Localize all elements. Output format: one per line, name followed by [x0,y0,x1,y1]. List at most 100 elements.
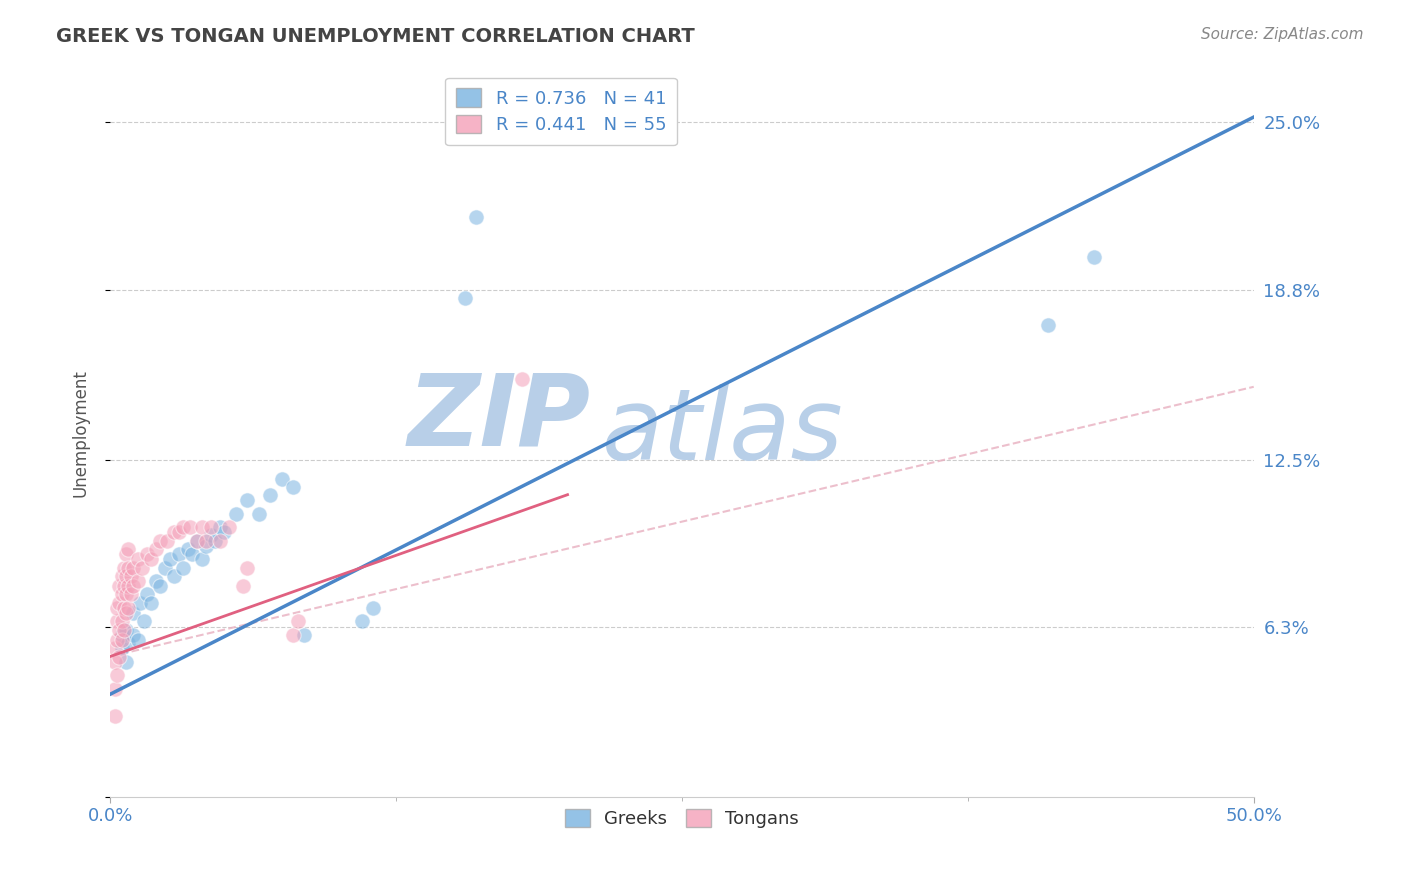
Point [232,579,254,593]
Point [117,636,139,650]
Point [117,541,139,556]
Point [127,633,149,648]
Point [200,528,222,542]
Point [149,579,172,593]
Point [510,372,533,386]
Text: ZIP: ZIP [408,369,591,467]
Point [108,596,131,610]
Point [172,560,194,574]
Point [117,601,139,615]
Point [108,623,131,637]
Point [127,574,149,588]
Point [218,520,240,534]
Point [115,655,138,669]
Point [117,560,139,574]
Point [134,615,156,629]
Point [141,596,163,610]
Point [110,568,132,582]
Point [105,601,128,615]
Point [294,628,316,642]
Point [108,649,131,664]
Point [159,552,181,566]
Point [110,628,132,642]
Point [108,579,131,593]
Point [127,552,149,566]
Point [247,507,270,521]
Point [104,681,127,696]
Point [204,533,226,548]
Point [214,525,236,540]
Point [105,668,128,682]
Point [195,539,218,553]
Point [110,641,132,656]
Point [225,507,247,521]
Point [105,615,128,629]
Point [122,579,145,593]
Point [350,615,373,629]
Point [112,623,135,637]
Point [167,547,190,561]
Point [179,520,201,534]
Point [110,633,132,648]
Legend: Greeks, Tongans: Greeks, Tongans [558,801,806,835]
Point [112,560,135,574]
Point [145,541,167,556]
Point [120,587,142,601]
Point [104,655,127,669]
Point [186,533,208,548]
Point [195,533,218,548]
Point [128,596,150,610]
Point [1083,250,1105,264]
Point [115,607,138,621]
Point [131,560,153,574]
Point [120,568,142,582]
Point [208,520,231,534]
Point [181,547,204,561]
Point [236,493,259,508]
Point [259,488,281,502]
Point [110,615,132,629]
Point [465,210,488,224]
Point [135,587,157,601]
Point [122,628,145,642]
Y-axis label: Unemployment: Unemployment [72,368,89,497]
Point [122,560,145,574]
Point [177,541,200,556]
Point [105,633,128,648]
Point [112,579,135,593]
Point [110,587,132,601]
Point [190,552,212,566]
Text: Source: ZipAtlas.com: Source: ZipAtlas.com [1201,27,1364,42]
Point [200,520,222,534]
Point [112,601,135,615]
Point [361,601,384,615]
Point [453,291,475,305]
Point [156,533,179,548]
Point [1036,318,1059,332]
Point [281,628,304,642]
Point [270,471,292,485]
Text: GREEK VS TONGAN UNEMPLOYMENT CORRELATION CHART: GREEK VS TONGAN UNEMPLOYMENT CORRELATION… [56,27,695,45]
Point [163,568,186,582]
Text: atlas: atlas [602,384,844,481]
Point [135,547,157,561]
Point [104,641,127,656]
Point [141,552,163,566]
Point [167,525,190,540]
Point [208,533,231,548]
Point [122,607,145,621]
Point [153,560,176,574]
Point [163,525,186,540]
Point [145,574,167,588]
Point [104,709,127,723]
Point [115,568,138,582]
Point [281,480,304,494]
Point [236,560,259,574]
Point [172,520,194,534]
Point [117,579,139,593]
Point [186,533,208,548]
Point [115,587,138,601]
Point [115,623,138,637]
Point [287,615,309,629]
Point [115,547,138,561]
